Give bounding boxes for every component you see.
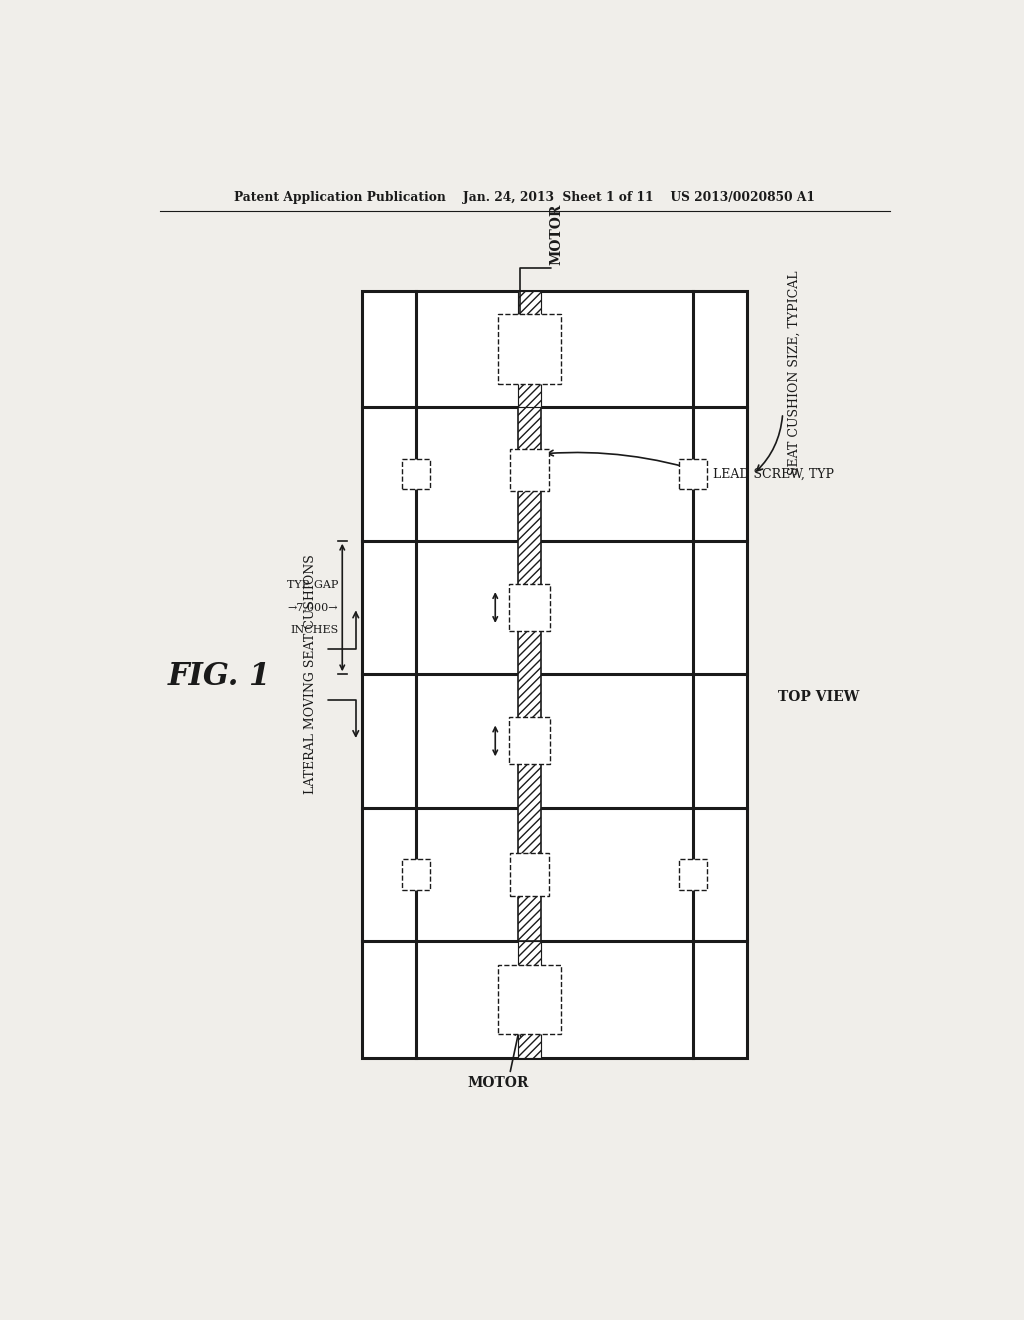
- Text: Patent Application Publication    Jan. 24, 2013  Sheet 1 of 11    US 2013/002085: Patent Application Publication Jan. 24, …: [234, 190, 815, 203]
- Bar: [509, 583, 551, 631]
- Bar: [518, 408, 541, 941]
- Bar: [402, 459, 430, 490]
- Text: MOTOR: MOTOR: [467, 1076, 528, 1090]
- Bar: [362, 290, 748, 1057]
- Text: LATERAL MOVING SEAT CUSHIONS: LATERAL MOVING SEAT CUSHIONS: [304, 554, 317, 795]
- Bar: [511, 853, 549, 896]
- Text: MOTOR: MOTOR: [550, 203, 563, 265]
- Bar: [518, 941, 541, 1057]
- Bar: [679, 859, 707, 890]
- Text: LEAD SCREW, TYP: LEAD SCREW, TYP: [713, 467, 834, 480]
- Text: TYP. GAP: TYP. GAP: [287, 581, 338, 590]
- Bar: [679, 459, 707, 490]
- Bar: [498, 314, 561, 384]
- Text: FIG. 1: FIG. 1: [168, 661, 271, 692]
- Text: SEAT CUSHION SIZE, TYPICAL: SEAT CUSHION SIZE, TYPICAL: [788, 271, 801, 475]
- Bar: [518, 290, 541, 408]
- Text: →7.000→: →7.000→: [288, 602, 338, 612]
- Bar: [509, 718, 551, 764]
- Bar: [511, 449, 549, 491]
- Bar: [498, 965, 561, 1034]
- Text: TOP VIEW: TOP VIEW: [778, 690, 859, 704]
- Bar: [402, 859, 430, 890]
- Text: INCHES: INCHES: [290, 624, 338, 635]
